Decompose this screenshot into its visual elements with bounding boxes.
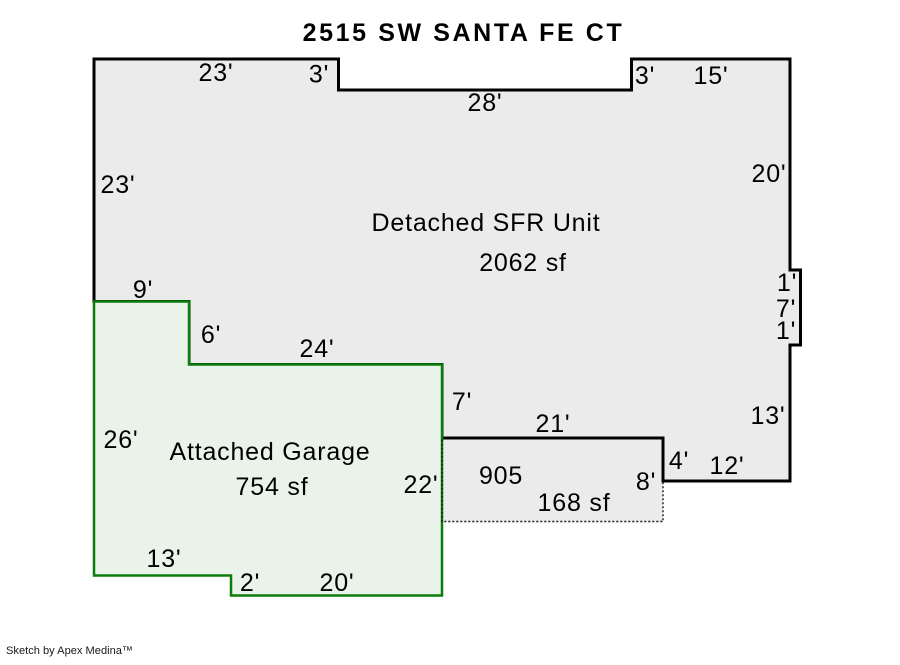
svg-text:13': 13' bbox=[147, 545, 182, 573]
svg-text:8': 8' bbox=[636, 468, 656, 496]
svg-text:2062 sf: 2062 sf bbox=[479, 249, 567, 277]
svg-text:2515 SW SANTA FE CT: 2515 SW SANTA FE CT bbox=[303, 19, 625, 47]
svg-text:28': 28' bbox=[468, 89, 503, 117]
svg-text:22': 22' bbox=[404, 471, 439, 499]
svg-text:20': 20' bbox=[752, 160, 787, 188]
svg-text:21': 21' bbox=[536, 410, 571, 438]
svg-text:Attached Garage: Attached Garage bbox=[169, 438, 370, 466]
svg-text:168 sf: 168 sf bbox=[538, 489, 611, 517]
svg-text:754 sf: 754 sf bbox=[236, 473, 309, 501]
svg-text:905: 905 bbox=[479, 462, 523, 490]
svg-text:1': 1' bbox=[776, 317, 796, 345]
svg-text:7': 7' bbox=[776, 295, 796, 323]
svg-text:23': 23' bbox=[199, 59, 234, 87]
svg-text:Sketch by Apex Medina™: Sketch by Apex Medina™ bbox=[6, 645, 133, 657]
svg-text:3': 3' bbox=[635, 62, 655, 90]
svg-text:23': 23' bbox=[101, 171, 136, 199]
svg-text:3': 3' bbox=[309, 61, 329, 89]
svg-text:20': 20' bbox=[320, 569, 355, 597]
svg-text:4': 4' bbox=[669, 447, 689, 475]
svg-text:12': 12' bbox=[710, 452, 745, 480]
svg-text:6': 6' bbox=[201, 321, 221, 349]
svg-text:13': 13' bbox=[751, 402, 786, 430]
svg-text:7': 7' bbox=[452, 388, 472, 416]
svg-text:15': 15' bbox=[694, 62, 729, 90]
svg-text:9': 9' bbox=[133, 276, 153, 304]
svg-text:24': 24' bbox=[300, 335, 335, 363]
svg-text:Detached SFR Unit: Detached SFR Unit bbox=[372, 209, 601, 237]
svg-text:26': 26' bbox=[104, 426, 139, 454]
svg-text:2': 2' bbox=[240, 569, 260, 597]
svg-text:1': 1' bbox=[777, 269, 797, 297]
